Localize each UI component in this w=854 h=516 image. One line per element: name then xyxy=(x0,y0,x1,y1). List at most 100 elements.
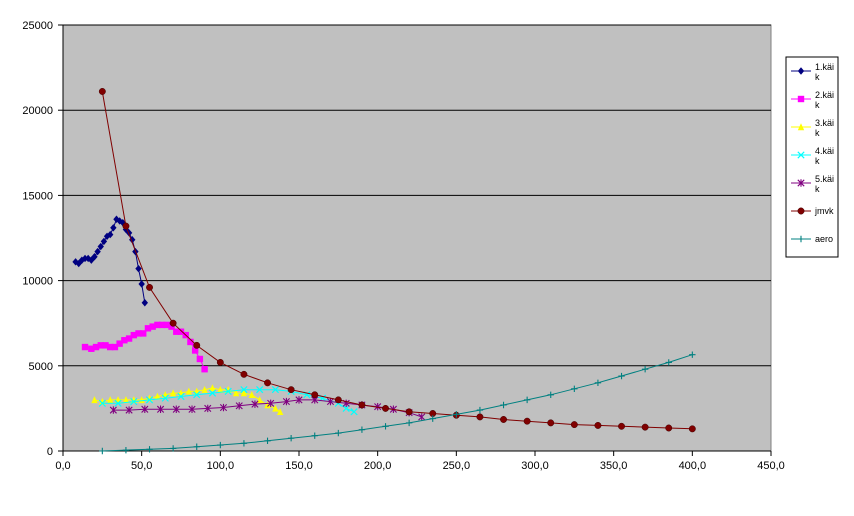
data-point xyxy=(122,222,130,230)
data-point xyxy=(570,421,578,429)
data-point xyxy=(84,254,92,263)
data-point xyxy=(216,358,224,366)
data-point xyxy=(145,396,154,404)
x-tick-label: 150,0 xyxy=(285,460,313,472)
data-point xyxy=(122,446,130,454)
data-point xyxy=(219,403,228,412)
data-point xyxy=(125,229,133,237)
series-6 xyxy=(99,351,696,455)
data-point xyxy=(217,385,224,393)
x-tick-label: 100,0 xyxy=(207,460,235,472)
legend-label: aero xyxy=(815,234,833,244)
data-point xyxy=(110,224,117,232)
data-point xyxy=(177,328,185,335)
data-point xyxy=(107,343,114,351)
data-point xyxy=(116,340,123,347)
legend-marker xyxy=(797,179,805,187)
data-point xyxy=(169,319,177,327)
data-point xyxy=(374,402,382,411)
data-point xyxy=(240,440,248,447)
data-point xyxy=(154,321,161,329)
data-point xyxy=(251,400,259,408)
legend-label: 5.käi k xyxy=(815,174,834,194)
data-point xyxy=(547,391,554,398)
data-point xyxy=(98,399,106,407)
data-point xyxy=(689,351,696,358)
data-point xyxy=(146,446,153,453)
data-point xyxy=(500,401,507,409)
data-point xyxy=(382,404,389,412)
data-point xyxy=(102,342,109,349)
data-point xyxy=(99,447,106,455)
data-point xyxy=(97,242,104,251)
x-tick-label: 300,0 xyxy=(521,460,549,472)
data-point xyxy=(138,280,145,288)
data-point xyxy=(204,404,212,413)
data-point xyxy=(146,283,153,291)
data-point xyxy=(235,402,243,410)
x-tick-label: 200,0 xyxy=(364,460,392,472)
data-point xyxy=(326,397,335,406)
data-point xyxy=(240,386,248,394)
data-point xyxy=(272,404,279,412)
series-group xyxy=(72,88,696,455)
data-point xyxy=(78,256,86,264)
data-point xyxy=(94,247,101,256)
data-point xyxy=(187,338,194,346)
legend-label: 4.käi k xyxy=(815,146,834,166)
data-point xyxy=(405,419,413,427)
data-point xyxy=(523,396,531,404)
data-point xyxy=(453,411,460,418)
data-point xyxy=(209,384,216,392)
data-point xyxy=(208,389,217,397)
data-point xyxy=(121,337,128,344)
data-point xyxy=(523,417,531,425)
plot-area xyxy=(62,24,772,452)
data-point xyxy=(217,441,224,449)
data-point xyxy=(350,408,358,416)
data-point xyxy=(267,399,275,407)
data-point xyxy=(125,335,133,342)
legend-marker xyxy=(797,207,805,215)
data-point xyxy=(193,341,201,349)
data-point xyxy=(81,343,89,351)
data-point xyxy=(311,391,319,399)
legend-box xyxy=(785,56,839,258)
legend-label: 3.käi k xyxy=(815,118,834,138)
data-point xyxy=(618,372,625,380)
data-point xyxy=(571,385,578,393)
y-axis: 0 5000 10000 15000 20000 25000 xyxy=(22,20,64,458)
data-point xyxy=(594,421,602,429)
data-point xyxy=(91,396,98,404)
data-point xyxy=(191,347,199,354)
data-point xyxy=(641,423,649,431)
series-line xyxy=(102,354,693,452)
data-point xyxy=(141,405,149,413)
data-point xyxy=(264,401,271,409)
legend: 1.käi k 2.käi k 3.käi k 4.käi k 5.käi k jmvk aero xyxy=(785,56,839,258)
data-point xyxy=(144,325,152,332)
data-point xyxy=(169,445,177,452)
data-point xyxy=(594,379,602,387)
data-point xyxy=(75,259,82,268)
x-tick-label: 450,0 xyxy=(757,460,785,472)
data-point xyxy=(342,404,350,413)
y-tick-label: 15000 xyxy=(22,190,53,202)
data-point xyxy=(248,391,255,398)
x-tick-label: 350,0 xyxy=(600,460,628,472)
data-point xyxy=(185,387,193,395)
x-axis: 0,0 50,0 100,0 150,0 200,0 250,0 300,0 350,0 400… xyxy=(55,450,785,472)
data-point xyxy=(282,397,291,406)
legend-label: 1.käi k xyxy=(815,62,834,82)
legend-marker xyxy=(797,95,805,103)
data-point xyxy=(287,435,295,442)
data-point xyxy=(240,389,248,397)
data-point xyxy=(154,392,161,400)
data-point xyxy=(98,88,106,95)
data-point xyxy=(429,415,436,422)
data-point xyxy=(311,432,318,439)
data-point xyxy=(100,237,108,246)
legend-marker xyxy=(797,151,805,159)
data-point xyxy=(92,343,100,351)
data-point xyxy=(358,426,366,433)
